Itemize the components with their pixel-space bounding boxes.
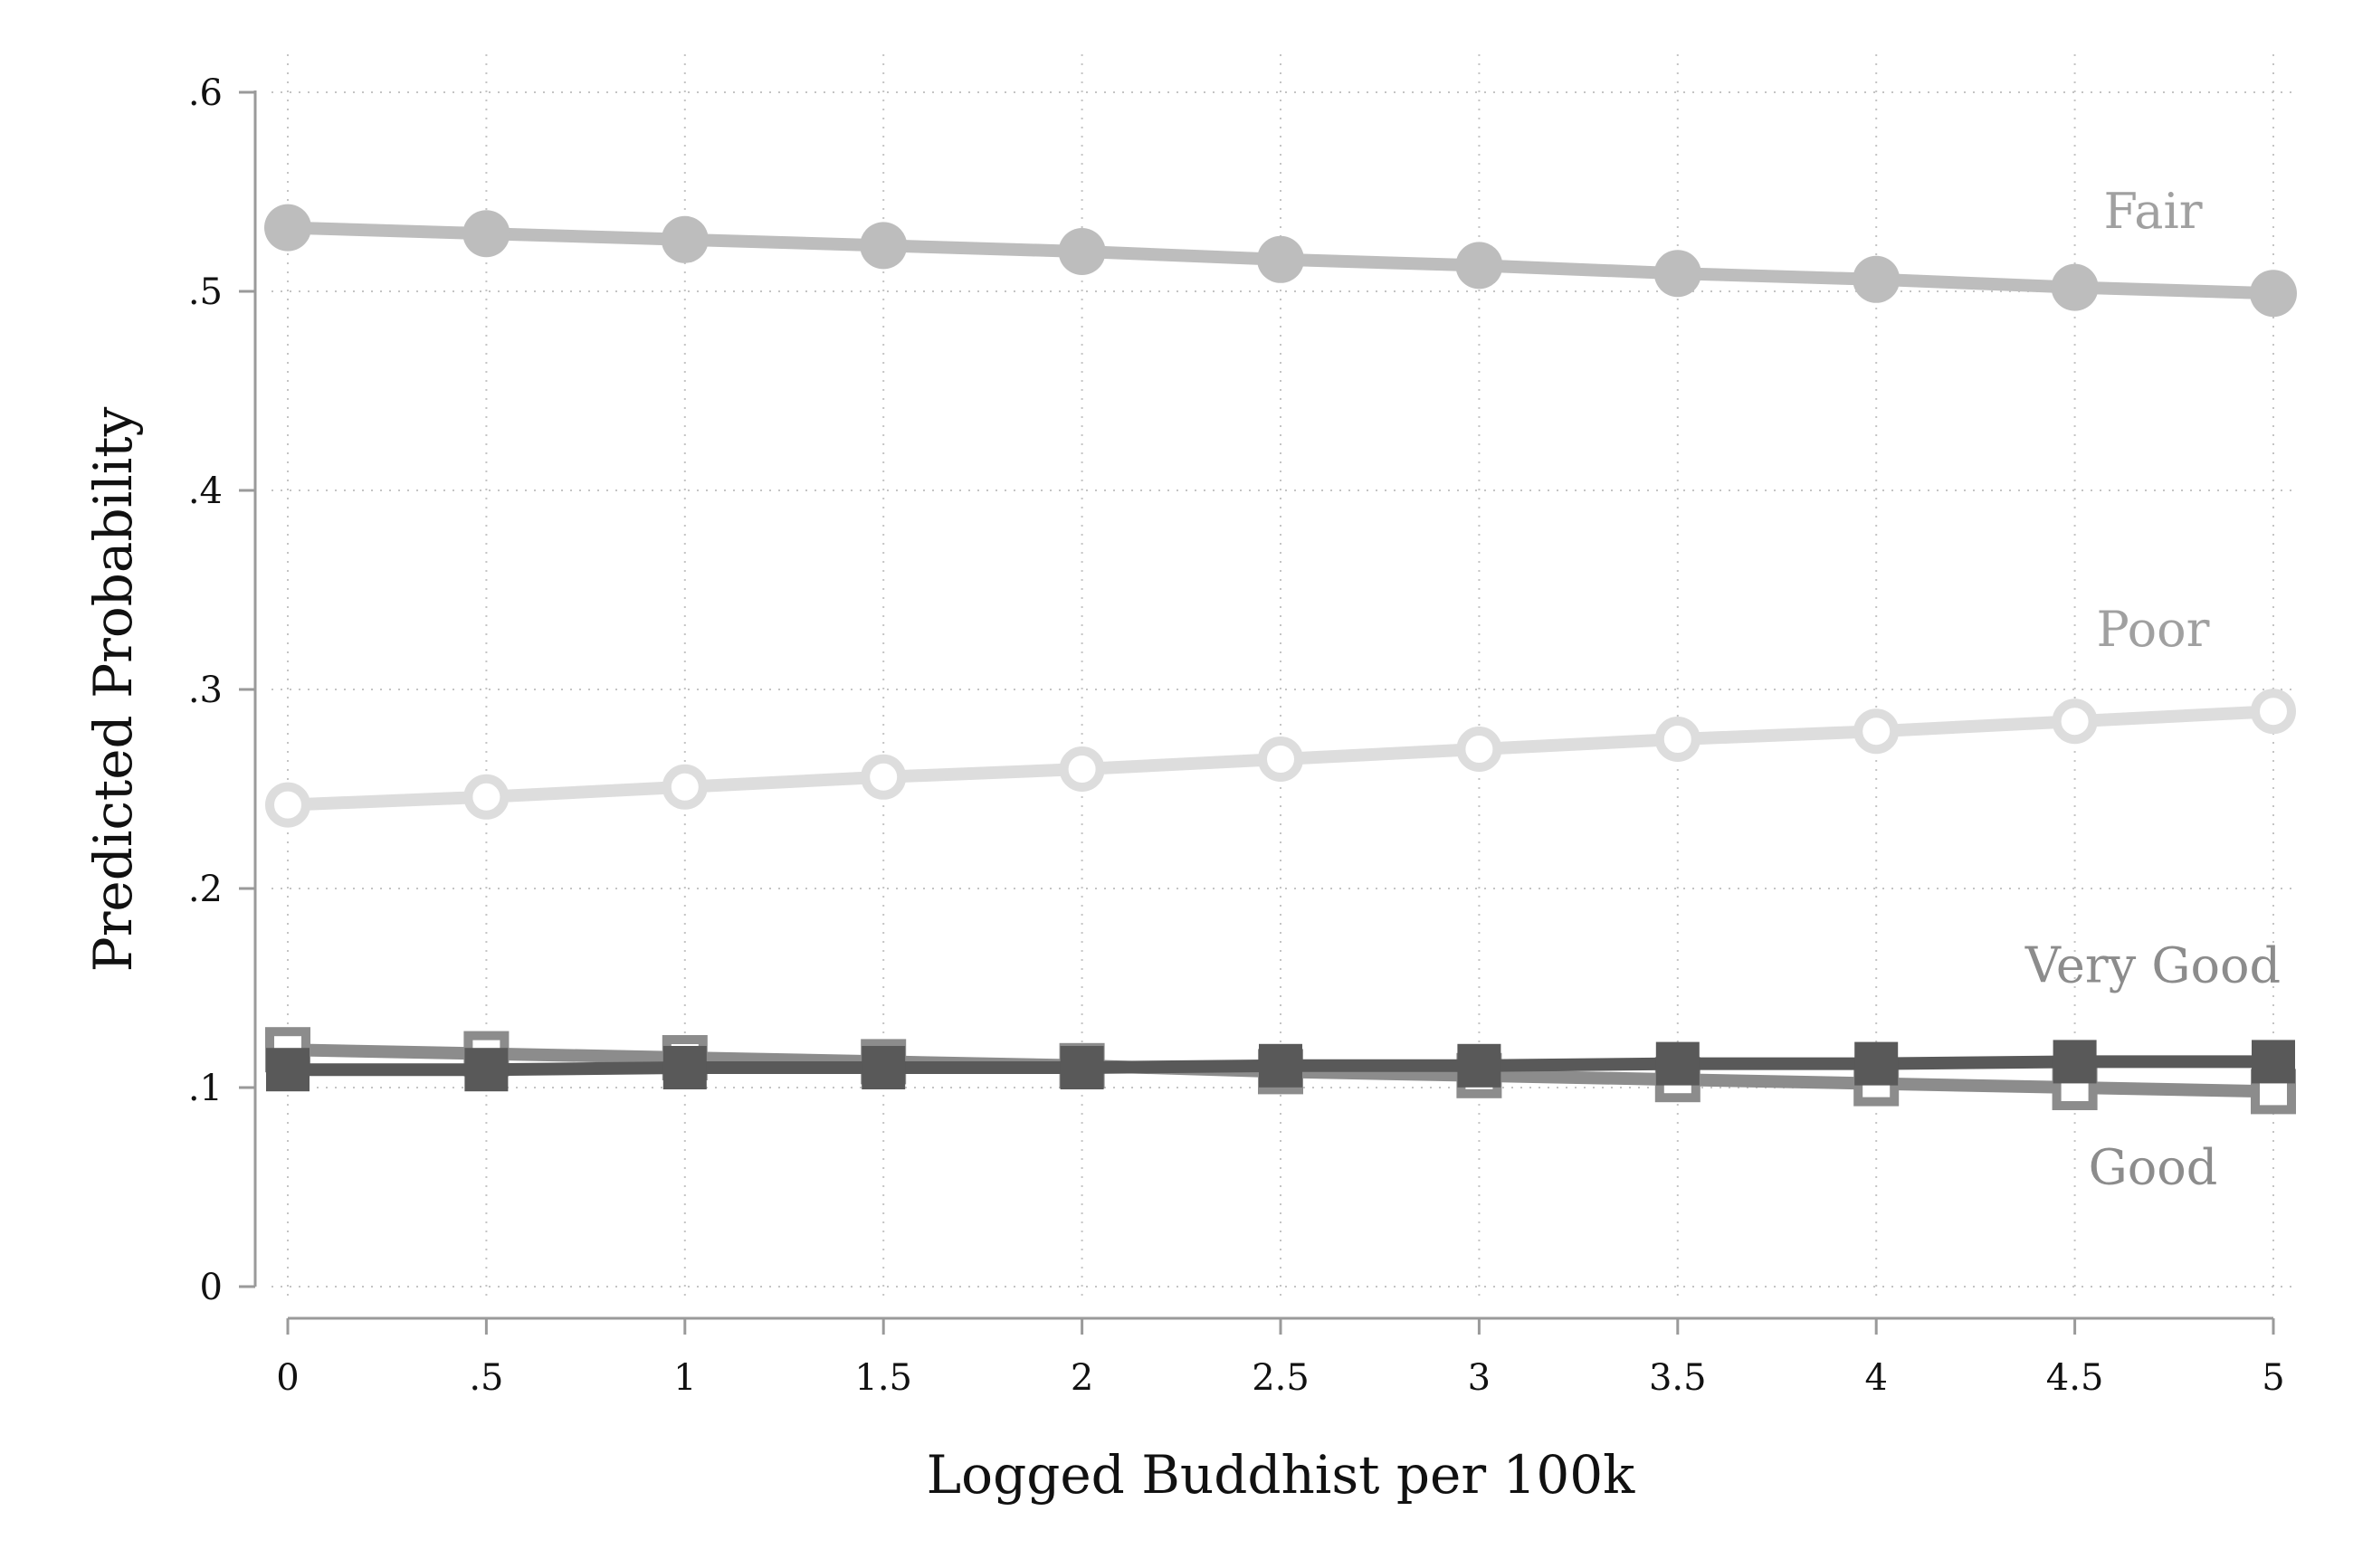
data-point-fair — [1058, 228, 1106, 275]
data-point-fair — [661, 215, 709, 263]
data-point-poor — [463, 774, 510, 820]
data-point-poor — [662, 764, 708, 810]
data-point-very-good — [662, 1046, 707, 1089]
x-tick-label: 4 — [1864, 1357, 1887, 1399]
x-tick-label: 2 — [1071, 1357, 1093, 1399]
y-tick-label: .1 — [188, 1068, 223, 1109]
data-point-fair — [1853, 255, 1900, 303]
data-point-very-good — [1259, 1043, 1302, 1088]
data-point-very-good — [1655, 1041, 1700, 1086]
y-tick-label: .3 — [188, 670, 223, 711]
series-label-fair: Fair — [2103, 183, 2202, 240]
data-point-very-good — [266, 1048, 310, 1092]
data-point-very-good — [1457, 1043, 1501, 1088]
x-tick-label: 5 — [2262, 1357, 2284, 1399]
data-point-fair — [2051, 263, 2099, 311]
data-point-very-good — [1060, 1046, 1104, 1089]
series-poor — [265, 689, 2296, 828]
data-point-poor — [265, 782, 310, 828]
y-tick-label: .5 — [188, 271, 223, 313]
data-point-poor — [1654, 717, 1700, 762]
data-point-very-good — [464, 1048, 509, 1092]
x-tick-label: 3.5 — [1649, 1357, 1707, 1399]
series-label-poor: Poor — [2097, 601, 2210, 658]
y-tick-label: .4 — [188, 470, 223, 512]
data-point-fair — [860, 222, 908, 270]
data-point-poor — [1258, 736, 1303, 782]
data-point-fair — [1455, 242, 1503, 290]
x-tick-label: 2.5 — [1252, 1357, 1310, 1399]
y-tick-label: .6 — [188, 72, 223, 114]
x-tick-label: 0 — [276, 1357, 299, 1399]
data-point-poor — [1456, 727, 1502, 772]
y-tick-label: 0 — [200, 1267, 223, 1308]
series-label-good: Good — [2089, 1138, 2218, 1195]
y-tick-label: .2 — [188, 869, 223, 910]
data-point-fair — [264, 204, 311, 252]
data-point-fair — [462, 210, 510, 258]
series-labels: Fair Poor Good Very Good — [2024, 183, 2281, 1195]
x-tick-label: 1.5 — [854, 1357, 912, 1399]
x-tick-label: 4.5 — [2046, 1357, 2104, 1399]
data-point-fair — [1257, 235, 1304, 283]
data-point-poor — [2052, 698, 2098, 745]
series — [264, 204, 2297, 1115]
data-point-poor — [1853, 708, 1900, 755]
data-point-very-good — [1854, 1041, 1899, 1086]
data-point-fair — [2250, 270, 2297, 318]
data-point-poor — [1059, 746, 1105, 792]
data-point-very-good — [862, 1046, 906, 1089]
data-point-poor — [861, 754, 907, 800]
x-tick-label: 3 — [1468, 1357, 1491, 1399]
axes: 0 .1 .2 .3 .4 .5 .6 0 .5 1 1.5 2 2.5 3 3.5 4 4.5 5 — [188, 72, 2285, 1399]
x-tick-label: 1 — [673, 1357, 696, 1399]
x-tick-label: .5 — [469, 1357, 503, 1399]
series-fair — [264, 204, 2297, 318]
data-point-poor — [2251, 689, 2296, 735]
data-point-very-good — [2053, 1040, 2097, 1084]
series-very-good — [266, 1040, 2295, 1092]
data-point-very-good — [2252, 1040, 2295, 1084]
y-axis-title: Predicted Probability — [82, 406, 144, 972]
x-axis-title: Logged Buddhist per 100k — [927, 1444, 1636, 1506]
series-label-very-good: Very Good — [2024, 936, 2281, 993]
data-point-fair — [1653, 250, 1701, 298]
